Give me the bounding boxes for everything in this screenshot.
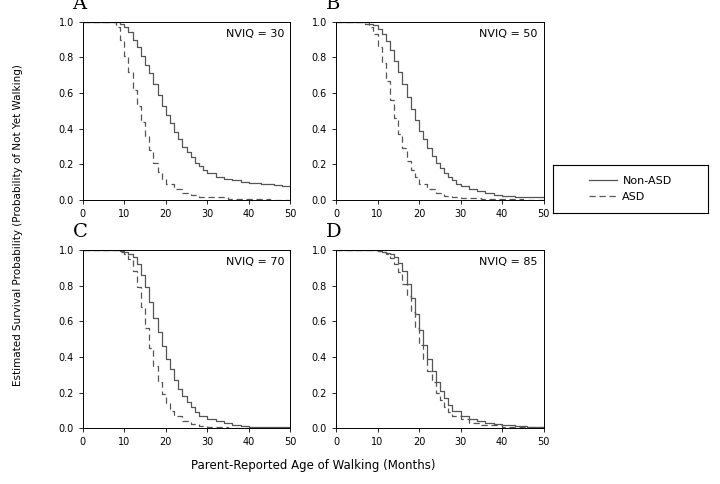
Text: A: A — [73, 0, 86, 13]
Text: NVIQ = 85: NVIQ = 85 — [479, 257, 537, 267]
Text: C: C — [73, 223, 87, 241]
Text: Parent-Reported Age of Walking (Months): Parent-Reported Age of Walking (Months) — [191, 459, 436, 472]
Legend: Non-ASD, ASD: Non-ASD, ASD — [586, 173, 675, 205]
Text: NVIQ = 70: NVIQ = 70 — [225, 257, 284, 267]
Text: NVIQ = 50: NVIQ = 50 — [479, 29, 537, 39]
Text: NVIQ = 30: NVIQ = 30 — [226, 29, 284, 39]
Text: Estimated Survival Probability (Probability of Not Yet Walking): Estimated Survival Probability (Probabil… — [13, 64, 23, 386]
Text: D: D — [325, 223, 341, 241]
Text: B: B — [325, 0, 340, 13]
